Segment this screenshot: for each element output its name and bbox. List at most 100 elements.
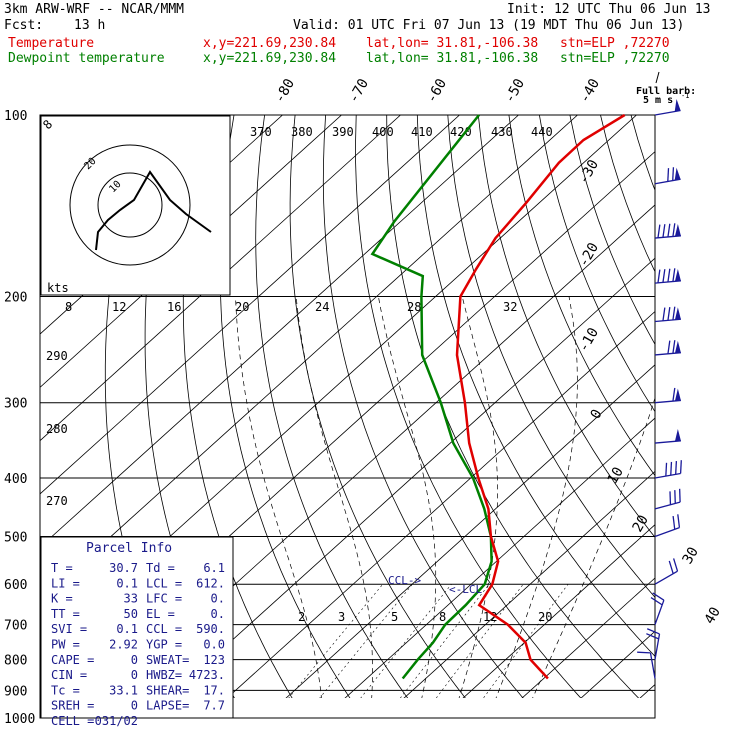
theta-label: 370	[250, 125, 272, 139]
isotherm-line	[226, 310, 655, 698]
parcel-info-key: LI =	[51, 576, 80, 590]
theta-label: 430	[491, 125, 513, 139]
full-barb-sample	[655, 71, 660, 84]
pressure-label: 400	[4, 472, 27, 487]
wind-barb-pennant	[674, 99, 681, 112]
wind-barb-staff	[654, 440, 681, 444]
forecast-hour: 13 h	[74, 18, 106, 33]
dry-adiabat-line	[508, 115, 655, 477]
pressure-label: 500	[4, 530, 27, 545]
isotherm-label: -30	[576, 157, 603, 187]
mixing-ratio-label: 20	[538, 610, 552, 624]
wind-barb-flag	[662, 269, 666, 283]
mixing-ratio-line	[319, 584, 413, 698]
full-barb-label: Full barb:	[636, 86, 696, 97]
wind-barb	[654, 488, 681, 510]
wind-barb-staff	[654, 570, 678, 585]
dry-adiabat-line	[723, 115, 740, 718]
parcel-info-key: SHEAR=	[146, 683, 189, 697]
wind-barb-flag	[646, 628, 660, 635]
parcel-info-key: HWBZ=	[146, 668, 182, 682]
dry-adiabat-line	[219, 115, 351, 698]
wind-barb	[646, 628, 661, 660]
hodograph-trace	[95, 170, 212, 251]
hodograph-speed-label: 24	[315, 300, 329, 314]
dry-adiabat-line	[630, 115, 655, 192]
parcel-info-key: PW =	[51, 638, 80, 652]
parcel-info-value: 0.1	[116, 576, 138, 590]
parcel-info-key: YGP =	[146, 638, 182, 652]
parcel-info-key: SWEAT=	[146, 653, 189, 667]
wind-barb	[654, 167, 681, 185]
isotherm-label: 20	[630, 512, 652, 535]
moist-adiabat-line	[235, 296, 322, 698]
wind-barb-pennant	[674, 224, 681, 237]
pressure-label: 100	[4, 109, 27, 124]
isotherm-line	[40, 115, 401, 442]
parcel-info-value: 031/02	[95, 714, 138, 728]
dry-adiabat-line	[289, 115, 466, 698]
parcel-info-key: LFC =	[146, 592, 182, 606]
wind-barb	[654, 460, 682, 479]
theta-label: 380	[291, 125, 313, 139]
full-barb-exponent: -1	[681, 92, 689, 100]
temperature-latlon: lat,lon= 31.81,-106.38	[366, 36, 539, 51]
isotherm-label: 10	[605, 464, 627, 487]
isotherm-label: -40	[577, 76, 604, 106]
wind-barb-pennant	[674, 429, 681, 442]
isotherm-line	[677, 115, 740, 718]
wind-barb-pennant	[674, 340, 681, 354]
parcel-info-value: 0.	[211, 592, 225, 606]
parcel-info-key: CAPE =	[51, 653, 94, 667]
wind-barb-flag	[668, 560, 674, 574]
valid-time: Valid: 01 UTC Fri 07 Jun 13 (19 MDT Thu …	[293, 18, 685, 33]
wind-barb-flag	[672, 306, 676, 321]
parcel-info-value: 0.0	[203, 638, 225, 652]
dry-adiabat-line	[416, 115, 655, 657]
parcel-info-key: K =	[51, 592, 73, 606]
wind-barb-flag	[652, 592, 665, 601]
dry-adiabat-line	[255, 115, 409, 698]
full-barb-units: 5 m s	[643, 95, 673, 106]
wind-barb-flag	[662, 307, 666, 321]
wind-barb-flag	[679, 460, 682, 474]
hodograph-speed-label: 8	[65, 300, 72, 314]
wind-barb-staff	[654, 472, 681, 479]
wind-barb-flag	[678, 488, 681, 503]
parcel-info-key: EL =	[146, 607, 175, 621]
theta-label: 400	[372, 125, 394, 139]
theta-label: 420	[450, 125, 472, 139]
wind-barb	[654, 558, 679, 585]
parcel-info-value: 2.92	[109, 638, 138, 652]
init-time: Init: 12 UTC Thu 06 Jun 13	[507, 2, 711, 17]
dry-adiabat-line	[355, 115, 582, 698]
parcel-info-value: 7.7	[203, 699, 225, 713]
isotherm-label: 40	[702, 604, 724, 627]
theta-label: 410	[411, 125, 433, 139]
isotherm-line	[639, 684, 655, 698]
wind-barb-staff	[654, 526, 680, 538]
wind-barb	[654, 387, 681, 404]
pressure-label: 300	[4, 397, 27, 412]
parcel-info-key: LAPSE=	[146, 699, 189, 713]
wind-barb	[654, 99, 681, 116]
wind-barb-flag	[669, 491, 672, 505]
wind-barb-flag	[674, 490, 676, 504]
parcel-info-key: LCL =	[146, 576, 182, 590]
parcel-info-value: 612.	[196, 576, 225, 590]
dry-adiabat-line	[692, 115, 740, 718]
wind-barb-flag	[667, 168, 670, 182]
model-title: 3km ARW-WRF -- NCAR/MMM	[4, 2, 185, 17]
isotherm-label: 30	[680, 544, 702, 567]
ccl-marker: CCL->	[388, 574, 421, 587]
wind-barb-staff	[654, 501, 681, 510]
parcel-info-value: 123	[203, 653, 225, 667]
isotherm-label: -80	[272, 76, 299, 106]
parcel-info-key: T =	[51, 561, 73, 575]
wind-barb-pennant	[674, 167, 681, 181]
wind-barb-staff	[654, 109, 681, 116]
moist-adiabat-line	[295, 296, 373, 698]
isotherm-line	[40, 115, 460, 495]
isotherm-label: -70	[346, 76, 373, 106]
mixing-ratio-label: 2	[298, 610, 305, 624]
